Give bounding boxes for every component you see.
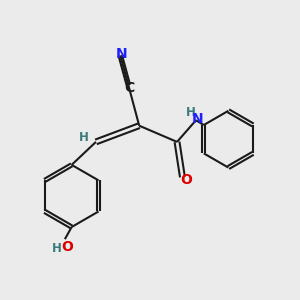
Text: C: C	[124, 81, 135, 95]
Text: H: H	[79, 130, 89, 143]
Text: N: N	[116, 47, 127, 61]
Text: H: H	[52, 242, 62, 255]
Text: N: N	[191, 112, 203, 126]
Text: H: H	[186, 106, 196, 119]
Text: O: O	[62, 240, 74, 254]
Text: O: O	[181, 173, 192, 187]
